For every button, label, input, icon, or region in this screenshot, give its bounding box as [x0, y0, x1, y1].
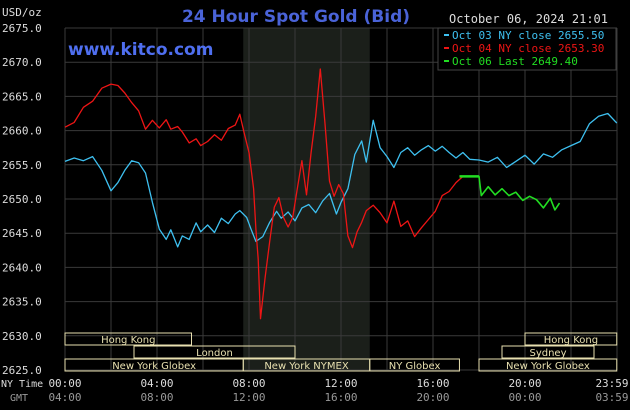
x-tick-label-gmt: 20:00: [416, 391, 449, 404]
y-tick-label: 2660.0: [2, 125, 42, 138]
x-tick-label-ny: 04:00: [140, 377, 173, 390]
session-label: London: [196, 348, 233, 359]
y-tick-label: 2655.0: [2, 159, 42, 172]
session-label: New York Globex: [506, 361, 590, 372]
y-tick-label: 2645.0: [2, 227, 42, 240]
ny-time-label: NY Time: [1, 379, 43, 390]
x-tick-label-ny: 23:59: [595, 377, 628, 390]
session-box: [369, 358, 460, 372]
session-box: [501, 345, 595, 359]
session-label: Hong Kong: [101, 335, 155, 346]
unit-label: USD/oz: [2, 6, 42, 19]
y-tick-label: 2635.0: [2, 296, 42, 309]
session-label: New York NYMEX: [264, 361, 349, 372]
legend-item-label: Oct 03 NY close 2655.50: [452, 29, 604, 42]
session-label: Sydney: [529, 348, 566, 359]
y-tick-label: 2640.0: [2, 261, 42, 274]
session-box: [524, 332, 618, 346]
session-label: NY Globex: [389, 361, 441, 372]
y-tick-label: 2630.0: [2, 330, 42, 343]
series-line-oct-03: [64, 112, 618, 248]
legend-box: [437, 27, 617, 71]
y-tick-label: 2650.0: [2, 193, 42, 206]
session-box: [133, 345, 296, 359]
legend-item-label: Oct 06 Last 2649.40: [452, 55, 578, 68]
x-tick-label-gmt: 03:59: [595, 391, 628, 404]
session-box: [64, 332, 192, 346]
x-tick-label-ny: 12:00: [324, 377, 357, 390]
x-tick-label-ny: 20:00: [508, 377, 541, 390]
x-tick-label-ny: 08:00: [232, 377, 265, 390]
x-tick-label-gmt: 12:00: [232, 391, 265, 404]
x-tick-label-gmt: 00:00: [508, 391, 541, 404]
series-line-oct-06: [469, 175, 561, 211]
session-label: New York Globex: [112, 361, 196, 372]
y-tick-label: 2670.0: [2, 56, 42, 69]
x-tick-label-ny: 16:00: [416, 377, 449, 390]
y-tick-label: 2675.0: [2, 22, 42, 35]
y-tick-label: 2625.0: [2, 364, 42, 377]
brand-logo-text: www.kitco.com: [68, 40, 213, 60]
x-tick-label-gmt: 16:00: [324, 391, 357, 404]
session-box: [478, 358, 618, 372]
date-label: October 06, 2024 21:01: [449, 12, 608, 26]
series-line-oct-04: [64, 68, 470, 320]
chart-title: 24 Hour Spot Gold (Bid): [182, 7, 410, 27]
gmt-label: GMT: [10, 393, 28, 404]
x-tick-label-gmt: 08:00: [140, 391, 173, 404]
legend-item-label: Oct 04 NY close 2653.30: [452, 42, 604, 55]
y-tick-label: 2665.0: [2, 90, 42, 103]
x-tick-label-gmt: 04:00: [48, 391, 81, 404]
session-label: Hong Kong: [544, 335, 598, 346]
x-tick-label-ny: 00:00: [48, 377, 81, 390]
